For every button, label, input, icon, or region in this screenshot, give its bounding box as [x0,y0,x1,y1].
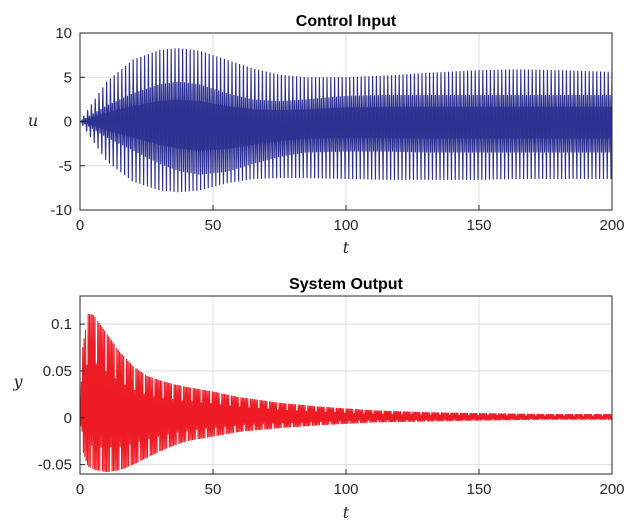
system-output-ytick-label: 0.05 [43,363,72,380]
control-input-ytick-label: -10 [50,202,72,219]
control-input-xtick-label: 200 [599,217,624,234]
system-output-y-label: y [12,372,23,391]
control-input-xtick-label: 100 [333,217,358,234]
system-output-ytick-label: 0 [64,410,72,427]
control-input-ytick-label: 0 [64,114,72,131]
control-input-ytick-label: 5 [64,69,72,86]
system-output-signal-core [80,381,612,437]
system-output-signal-line [79,313,613,473]
system-output-xtick-label: 150 [466,481,491,498]
system-output-ytick-label: 0.1 [51,316,72,333]
control-input-signal-core [80,99,612,151]
system-output-x-label: t [343,503,350,522]
system-output-xtick-label: 50 [205,481,222,498]
control-input-ytick-label: -5 [59,158,72,175]
control-input-xtick-label: 150 [466,217,491,234]
system-output-title: System Output [289,276,403,293]
control-input-xtick-label: 50 [205,217,222,234]
system-output-series [79,313,613,473]
system-output-xtick-label: 0 [76,481,84,498]
system-output-xtick-label: 100 [333,481,358,498]
system-output-subplot: System Output 0 50 100 150 2000.10.050-0.05 … [12,276,624,522]
system-output-xtick-label: 200 [599,481,624,498]
system-output-ytick-label: -0.05 [38,457,72,474]
control-input-series [79,48,613,193]
control-input-x-label: t [343,238,350,257]
control-input-title: Control Input [296,13,397,30]
control-input-y-label: u [28,111,38,130]
control-input-xtick-label: 0 [76,217,84,234]
control-input-ytick-label: 10 [55,25,72,42]
